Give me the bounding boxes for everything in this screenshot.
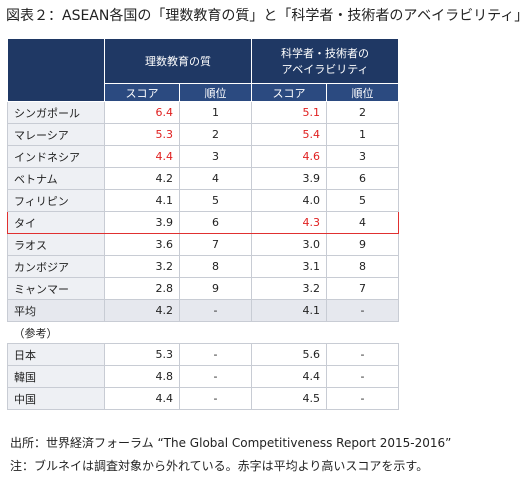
rank-cell: 6	[179, 211, 252, 234]
score-cell: 4.5	[251, 387, 327, 410]
rank-cell: -	[179, 299, 252, 322]
row-name: シンガポール	[7, 101, 105, 124]
score-cell: 4.1	[251, 299, 327, 322]
row-name: ラオス	[7, 233, 105, 256]
group-header-line: 科学者・技術者の	[281, 47, 369, 60]
table-row: フィリピン 4.1 5 4.0 5	[7, 189, 399, 212]
table-row: シンガポール 6.4 1 5.1 2	[7, 101, 399, 124]
rank-cell: -	[326, 365, 399, 388]
subheader: 順位	[326, 83, 399, 102]
table-row: 中国 4.4-4.5-	[7, 387, 399, 410]
row-name: ベトナム	[7, 167, 105, 190]
score-cell: 5.3	[104, 343, 180, 366]
rank-cell: 3	[179, 145, 252, 168]
score-cell: 3.2	[251, 277, 327, 300]
rank-cell: -	[179, 365, 252, 388]
score-cell: 4.4	[104, 387, 180, 410]
rank-cell: 2	[179, 123, 252, 146]
rank-cell: 3	[326, 145, 399, 168]
score-cell: 3.1	[251, 255, 327, 278]
rank-cell: 2	[326, 101, 399, 124]
row-name: インドネシア	[7, 145, 105, 168]
group-header: 科学者・技術者の アベイラビリティ	[251, 38, 399, 84]
group-header-line: 理数教育の質	[145, 55, 211, 68]
score-cell: 5.4	[251, 123, 327, 146]
score-cell: 4.4	[251, 365, 327, 388]
rank-cell: 7	[179, 233, 252, 256]
score-cell: 3.2	[104, 255, 180, 278]
header-row: 理数教育の質 科学者・技術者の アベイラビリティ	[7, 38, 399, 102]
score-cell: 3.9	[251, 167, 327, 190]
score-cell: 4.8	[104, 365, 180, 388]
rank-cell: 4	[179, 167, 252, 190]
table-row: 韓国 4.8-4.4-	[7, 365, 399, 388]
rank-cell: -	[326, 387, 399, 410]
table-row: ミャンマー 2.8 9 3.2 7	[7, 277, 399, 300]
score-cell: 3.0	[251, 233, 327, 256]
row-name: タイ	[7, 211, 105, 234]
table-row: ベトナム 4.2 4 3.9 6	[7, 167, 399, 190]
score-cell: 5.6	[251, 343, 327, 366]
score-cell: 4.4	[104, 145, 180, 168]
table-row: 日本 5.3-5.6-	[7, 343, 399, 366]
rank-cell: 1	[179, 101, 252, 124]
rank-cell: -	[326, 343, 399, 366]
reference-label-row: （参考）	[7, 321, 399, 344]
score-cell: 5.3	[104, 123, 180, 146]
score-cell: 5.1	[251, 101, 327, 124]
rank-cell: -	[179, 343, 252, 366]
reference-label: （参考）	[7, 321, 399, 344]
row-name: ミャンマー	[7, 277, 105, 300]
subheader-row: スコア 順位 スコア 順位	[8, 83, 399, 102]
table-row: マレーシア 5.3 2 5.4 1	[7, 123, 399, 146]
row-name: 中国	[7, 387, 105, 410]
score-cell: 4.3	[251, 211, 327, 234]
rank-cell: 5	[326, 189, 399, 212]
score-cell: 4.1	[104, 189, 180, 212]
title: 図表２：ASEAN各国の「理数教育の質」と「科学者・技術者のアベイラビリティ」	[6, 8, 529, 24]
table-row: インドネシア 4.4 3 4.6 3	[7, 145, 399, 168]
table: 理数教育の質 科学者・技術者の アベイラビリティ スコア 順位 スコア 順位 シンガポール 6.…	[7, 38, 399, 410]
rank-cell: 5	[179, 189, 252, 212]
rank-cell: 8	[326, 255, 399, 278]
row-name: フィリピン	[7, 189, 105, 212]
table-row: ラオス 3.6 7 3.0 9	[7, 233, 399, 256]
score-cell: 4.0	[251, 189, 327, 212]
score-cell: 6.4	[104, 101, 180, 124]
note: 注：ブルネイは調査対象から外れている。赤字は平均より高いスコアを示す。	[10, 459, 429, 473]
row-name: 平均	[7, 299, 105, 322]
rank-cell: -	[179, 387, 252, 410]
rank-cell: 7	[326, 277, 399, 300]
table-row: カンボジア 3.2 8 3.1 8	[7, 255, 399, 278]
score-cell: 4.6	[251, 145, 327, 168]
source-note: 出所：世界経済フォーラム “The Global Competitiveness…	[10, 436, 452, 450]
group-header-line: アベイラビリティ	[281, 63, 369, 76]
subheader: 順位	[179, 83, 252, 102]
rank-cell: 8	[179, 255, 252, 278]
table-row: タイ 3.9 6 4.3 4	[7, 211, 399, 234]
rank-cell: 4	[326, 211, 399, 234]
group-header: 理数教育の質	[104, 38, 252, 84]
row-name: カンボジア	[7, 255, 105, 278]
rank-cell: 9	[179, 277, 252, 300]
rank-cell: 9	[326, 233, 399, 256]
score-cell: 3.9	[104, 211, 180, 234]
row-name: マレーシア	[7, 123, 105, 146]
score-cell: 2.8	[104, 277, 180, 300]
rank-cell: 6	[326, 167, 399, 190]
row-name: 韓国	[7, 365, 105, 388]
subheader: スコア	[104, 83, 180, 102]
score-cell: 4.2	[104, 167, 180, 190]
row-name: 日本	[7, 343, 105, 366]
table-row: 平均 4.2-4.1-	[7, 299, 399, 322]
subheader: スコア	[251, 83, 327, 102]
score-cell: 4.2	[104, 299, 180, 322]
score-cell: 3.6	[104, 233, 180, 256]
rank-cell: 1	[326, 123, 399, 146]
rank-cell: -	[326, 299, 399, 322]
corner-cell	[7, 38, 105, 102]
